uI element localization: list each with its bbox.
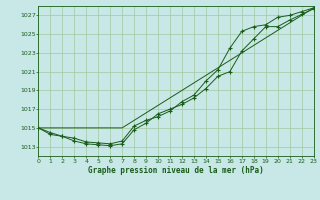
X-axis label: Graphe pression niveau de la mer (hPa): Graphe pression niveau de la mer (hPa) [88, 166, 264, 175]
